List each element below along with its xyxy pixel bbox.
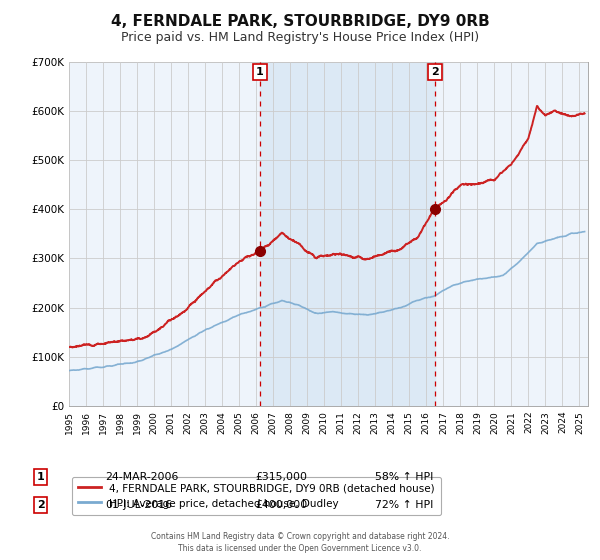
Text: £400,000: £400,000 bbox=[255, 500, 307, 510]
Text: 2: 2 bbox=[431, 67, 439, 77]
Text: Contains HM Land Registry data © Crown copyright and database right 2024.
This d: Contains HM Land Registry data © Crown c… bbox=[151, 533, 449, 553]
Text: Price paid vs. HM Land Registry's House Price Index (HPI): Price paid vs. HM Land Registry's House … bbox=[121, 31, 479, 44]
Legend: 4, FERNDALE PARK, STOURBRIDGE, DY9 0RB (detached house), HPI: Average price, det: 4, FERNDALE PARK, STOURBRIDGE, DY9 0RB (… bbox=[71, 477, 441, 515]
Bar bbox=[260, 62, 435, 406]
Text: 72% ↑ HPI: 72% ↑ HPI bbox=[375, 500, 433, 510]
Text: 1: 1 bbox=[37, 472, 44, 482]
Text: 1: 1 bbox=[256, 67, 264, 77]
Text: 01-JUL-2016: 01-JUL-2016 bbox=[105, 500, 172, 510]
Text: 58% ↑ HPI: 58% ↑ HPI bbox=[375, 472, 433, 482]
Text: £315,000: £315,000 bbox=[255, 472, 307, 482]
Text: 24-MAR-2006: 24-MAR-2006 bbox=[105, 472, 178, 482]
Text: 4, FERNDALE PARK, STOURBRIDGE, DY9 0RB: 4, FERNDALE PARK, STOURBRIDGE, DY9 0RB bbox=[110, 14, 490, 29]
Text: 2: 2 bbox=[37, 500, 44, 510]
